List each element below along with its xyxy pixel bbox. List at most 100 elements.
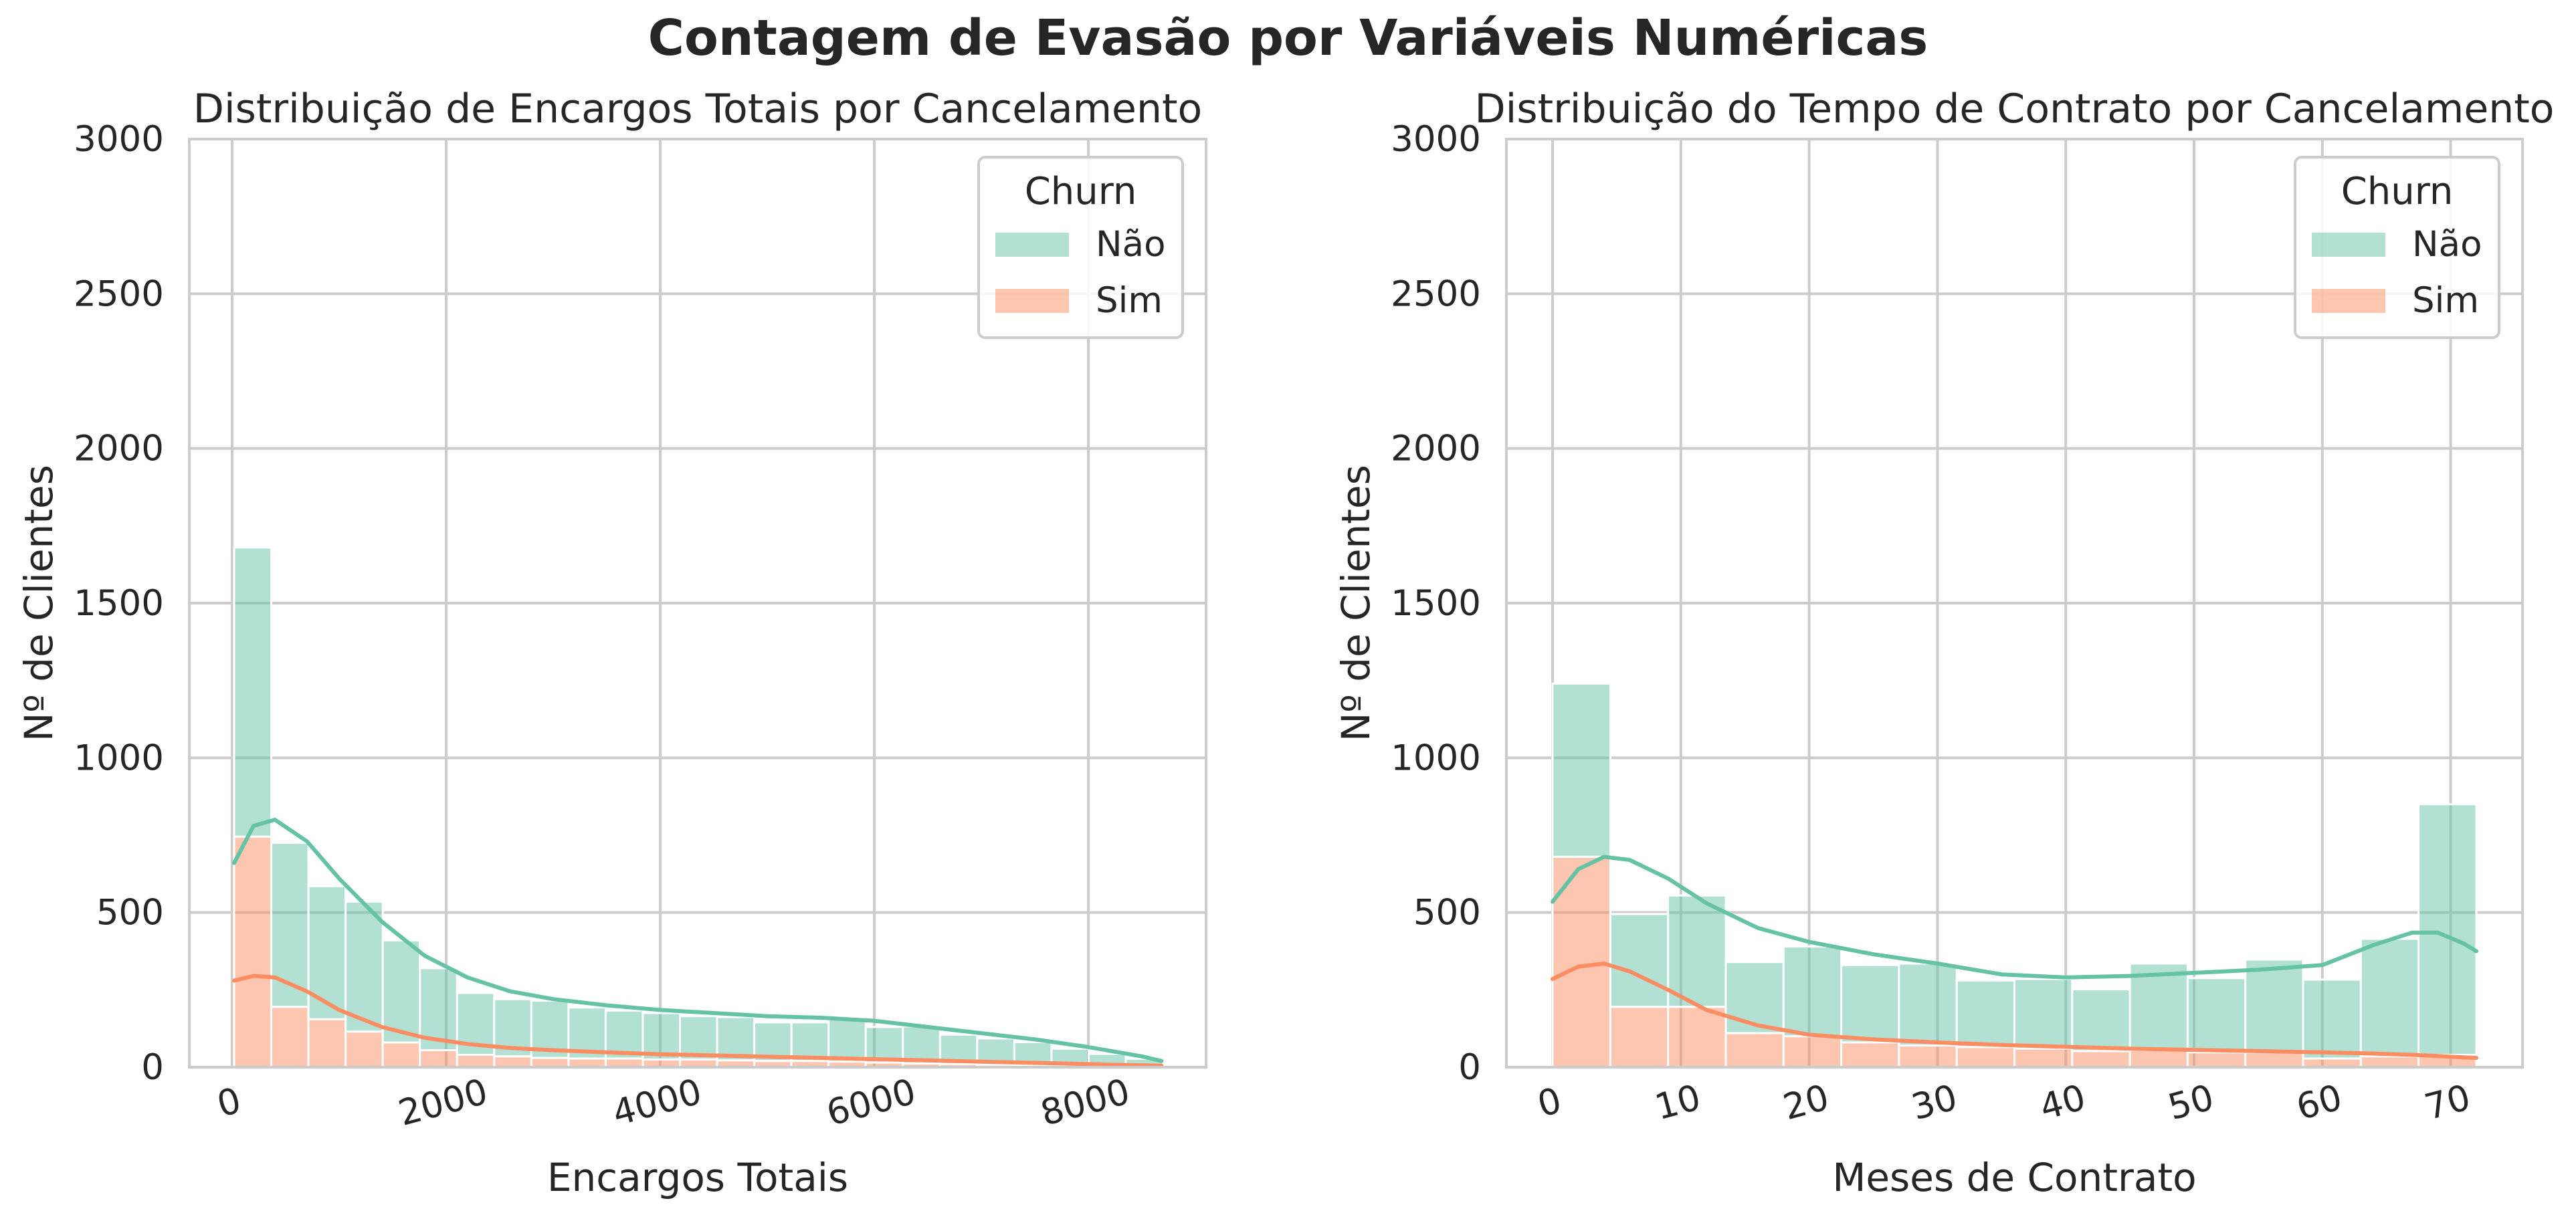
y-tick-label: 3000 — [74, 119, 164, 160]
y-tick-label: 2000 — [74, 429, 164, 469]
bar-sim — [2128, 1049, 2189, 1069]
bar-nao — [1609, 913, 1670, 1008]
bar-nao — [679, 1015, 718, 1061]
bar-sim — [493, 1055, 532, 1069]
bar-sim — [2013, 1047, 2074, 1069]
y-axis-label: Nº de Clientes — [16, 465, 62, 742]
bar-sim — [456, 1053, 496, 1069]
bar-sim — [233, 835, 273, 1069]
bar-sim — [1609, 1006, 1670, 1069]
bar-nao — [1667, 894, 1727, 1008]
bar-nao — [233, 546, 273, 838]
bar-sim — [419, 1049, 458, 1069]
y-tick-label: 1500 — [74, 583, 164, 624]
kde-line-sim — [1551, 962, 2478, 1061]
x-axis-label: Encargos Totais — [547, 1155, 848, 1200]
bar-nao — [2128, 962, 2189, 1052]
legend-swatch-sim — [2312, 289, 2385, 313]
x-tick-label: 0 — [1533, 1080, 1565, 1125]
y-tick-label: 1000 — [74, 738, 164, 778]
bar-sim — [344, 1030, 384, 1069]
legend: Churn Não Sim — [977, 156, 1184, 339]
figure-suptitle: Contagem de Evasão por Variáveis Numéric… — [648, 9, 1928, 67]
bar-nao — [2302, 978, 2362, 1060]
legend-label-nao: Não — [2412, 224, 2482, 265]
bar-nao — [2013, 978, 2074, 1050]
bar-nao — [864, 1026, 904, 1064]
x-tick-label: 8000 — [1036, 1071, 1134, 1134]
x-tick-label: 30 — [1907, 1077, 1961, 1128]
x-tick-label: 0 — [213, 1080, 245, 1125]
legend-swatch-nao — [995, 233, 1069, 257]
y-tick-label: 1500 — [1391, 583, 1481, 624]
x-tick-label: 4000 — [608, 1071, 706, 1134]
bar-sim — [2071, 1050, 2131, 1069]
bar-sim — [530, 1057, 570, 1069]
bar-nao — [344, 900, 384, 1033]
bar-nao — [1955, 979, 2015, 1048]
bar-sim — [2244, 1051, 2304, 1069]
legend-label-sim: Sim — [2412, 280, 2479, 321]
bar-sim — [1724, 1032, 1785, 1069]
legend-label-sim: Sim — [1096, 280, 1163, 321]
bar-nao — [2244, 958, 2304, 1054]
subplot-2: Churn Não Sim — [1505, 138, 2524, 1069]
bar-nao — [902, 1025, 941, 1065]
axes-frame — [1505, 138, 2524, 1069]
bar-sim — [1955, 1046, 2015, 1069]
bar-nao — [2071, 988, 2131, 1052]
bar-sim — [1667, 1006, 1727, 1069]
y-tick-label: 2500 — [74, 273, 164, 314]
subplot-1: Churn Não Sim — [188, 138, 1207, 1069]
legend-title: Churn — [2341, 170, 2454, 213]
subplot-title: Distribuição de Encargos Totais por Canc… — [193, 86, 1202, 132]
bar-nao — [827, 1017, 867, 1063]
bar-sim — [270, 1006, 310, 1069]
x-tick-label: 50 — [2164, 1077, 2218, 1128]
x-tick-label: 20 — [1779, 1077, 1834, 1128]
x-tick-label: 60 — [2292, 1077, 2347, 1128]
y-tick-label: 500 — [96, 893, 164, 933]
bar-nao — [307, 885, 347, 1020]
legend-label-nao: Não — [1096, 224, 1166, 265]
bar-sim — [381, 1041, 421, 1069]
subplot-title: Distribuição do Tempo de Contrato por Ca… — [1474, 86, 2554, 132]
x-axis-label: Meses de Contrato — [1832, 1155, 2196, 1200]
x-tick-label: 2000 — [394, 1071, 492, 1134]
legend-title: Churn — [1025, 170, 1137, 213]
y-tick-label: 2500 — [1391, 273, 1481, 314]
bar-nao — [2186, 977, 2247, 1054]
bar-nao — [2359, 937, 2420, 1058]
bar-sim — [307, 1018, 347, 1069]
bar-nao — [790, 1021, 830, 1063]
legend: Churn Não Sim — [2294, 156, 2500, 339]
x-tick-label: 6000 — [822, 1071, 920, 1134]
bar-sim — [2359, 1055, 2420, 1069]
y-tick-label: 500 — [1413, 893, 1481, 933]
y-tick-label: 1000 — [1391, 738, 1481, 778]
legend-swatch-sim — [995, 289, 1069, 313]
y-tick-label: 3000 — [1391, 119, 1481, 160]
y-axis-label: Nº de Clientes — [1333, 465, 1379, 742]
bar-sim — [1782, 1035, 1843, 1069]
bar-nao — [1782, 946, 1843, 1038]
kde-line-sim — [232, 974, 1164, 1068]
y-tick-label: 0 — [1458, 1047, 1481, 1088]
bar-nao — [1551, 682, 1611, 858]
bar-sim — [1840, 1041, 1900, 1069]
bar-nao — [1898, 962, 1958, 1047]
y-tick-label: 2000 — [1391, 429, 1481, 469]
x-tick-label: 10 — [1651, 1077, 1705, 1128]
kde-line-nao — [232, 817, 1164, 1063]
bar-nao — [2417, 803, 2478, 1056]
bar-sim — [2186, 1051, 2247, 1069]
axes-frame — [188, 138, 1207, 1069]
y-tick-label: 0 — [141, 1047, 164, 1088]
legend-swatch-nao — [2312, 233, 2385, 257]
bar-nao — [1840, 964, 1900, 1044]
x-tick-label: 40 — [2036, 1077, 2090, 1128]
kde-line-nao — [1551, 855, 2478, 980]
x-tick-label: 70 — [2421, 1077, 2475, 1128]
